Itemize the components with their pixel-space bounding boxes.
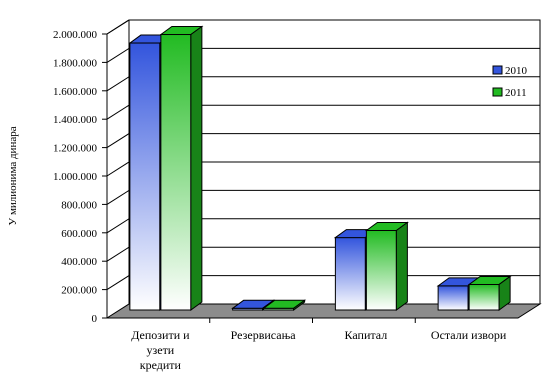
bar-side [190,25,203,311]
legend-label: 2011 [505,87,527,99]
bar-front [160,34,192,311]
legend-swatch [492,87,503,97]
bar-2011-0 [159,25,204,311]
bar-front [129,42,161,311]
y-tick-label: 200.000 [61,285,97,297]
y-tick-label: 800.000 [61,199,97,211]
gridline-side [106,275,130,291]
bar-2011-3 [467,275,512,311]
gridline-side [106,133,130,149]
y-tick-label: 1.600.000 [53,86,98,98]
y-tick-label: 1.200.000 [53,143,98,155]
axes: 0 200.000 400.000 600.000 800.000 1.000.000 1.… [7,29,518,372]
gridline-side [106,19,130,35]
y-tick-label: 400.000 [61,256,97,268]
y-tick-label: 1.800.000 [53,57,98,69]
y-tick-label: 600.000 [61,228,97,240]
bar-side [293,299,306,311]
gridline-side [106,218,130,234]
gridline-side [106,104,130,120]
gridline-side [106,76,130,92]
y-tick-label: 1.400.000 [53,114,98,126]
y-tick-label: 1.000.000 [53,171,98,183]
bar-front [365,229,397,311]
x-tick-label: Депозити и узети кредити [131,328,190,372]
y-axis-label: У милионима динара [7,126,19,225]
y-tick-label: 2.000.000 [53,29,98,41]
gridline-side [106,246,130,262]
bar-side [498,275,511,311]
bar-2010-1 [231,299,276,311]
bars [128,25,512,311]
x-tick-label: Остали извори [431,328,507,342]
gridline-side [106,189,130,205]
bar-2011-2 [364,221,409,311]
gridline-side [106,47,130,63]
x-tick-label: Резервисања [231,328,297,342]
legend: 2010 2011 [492,65,528,99]
legend-label: 2010 [505,65,528,77]
bar-front [437,285,469,311]
bar-side [395,221,408,311]
legend-swatch [492,65,503,75]
y-tick-label: 0 [92,313,98,325]
x-tick-label: Капитал [345,328,388,342]
gridline-side [106,161,130,177]
bar-front [334,237,366,311]
bar-2011-1 [262,299,307,311]
bar-front [468,283,500,311]
